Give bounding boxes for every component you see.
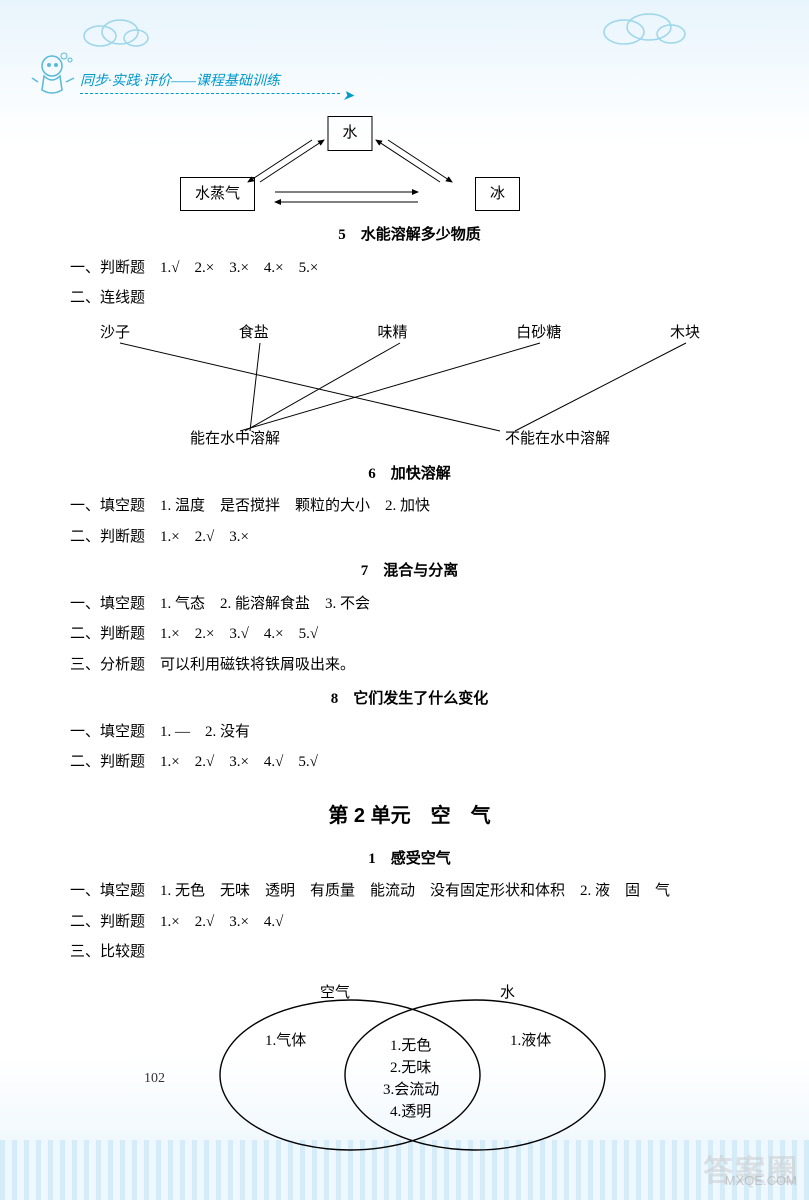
answer-line: 一、填空题 1. 气态 2. 能溶解食盐 3. 不会 <box>70 590 749 619</box>
diagram-node-ice: 冰 <box>475 177 520 212</box>
matching-diagram: 沙子 食盐 味精 白砂糖 木块 能在水中溶解 不能在水中溶解 <box>70 319 749 454</box>
venn-mid-item: 4.透明 <box>390 1103 431 1120</box>
main-content: 水 水蒸气 冰 5 水能溶解多少物质 一、判断题 1.√ 2.× 3.× 4.×… <box>70 110 749 1170</box>
cloud-decoration <box>80 18 150 48</box>
answer-line: 二、判断题 1.× 2.√ 3.× 4.√ 5.√ <box>70 748 749 777</box>
answer-line: 二、判断题 1.× 2.√ 3.× <box>70 523 749 552</box>
section-5-title: 5 水能溶解多少物质 <box>70 221 749 250</box>
answer-line: 一、填空题 1. 温度 是否搅拌 颗粒的大小 2. 加快 <box>70 492 749 521</box>
answer-line: 二、判断题 1.× 2.× 3.√ 4.× 5.√ <box>70 620 749 649</box>
matching-category: 不能在水中溶解 <box>505 425 610 454</box>
answer-line: 三、比较题 <box>70 938 749 967</box>
section-2-1-title: 1 感受空气 <box>70 845 749 874</box>
section-7-title: 7 混合与分离 <box>70 557 749 586</box>
venn-mid-item: 2.无味 <box>390 1059 431 1076</box>
venn-mid-item: 1.无色 <box>390 1037 431 1054</box>
page-header: 同步·实践·评价——课程基础训练 ➤ <box>80 70 340 94</box>
venn-diagram: 空气 水 1.气体 1.液体 1.无色 2.无味 3.会流动 4.透明 <box>70 975 749 1171</box>
answer-line: 一、填空题 1. — 2. 没有 <box>70 718 749 747</box>
cloud-decoration <box>599 12 689 46</box>
section-6-title: 6 加快溶解 <box>70 460 749 489</box>
header-underline: ➤ <box>80 93 340 94</box>
page-number: 102 <box>144 1066 165 1093</box>
venn-right-item: 1.液体 <box>510 1032 551 1049</box>
venn-left-label: 空气 <box>320 984 350 1001</box>
water-state-diagram: 水 水蒸气 冰 <box>180 116 520 211</box>
venn-mid-item: 3.会流动 <box>383 1081 439 1098</box>
unit-2-title: 第 2 单元 空 气 <box>70 797 749 835</box>
mascot-icon <box>30 50 80 105</box>
answer-line: 二、判断题 1.× 2.√ 3.× 4.√ <box>70 908 749 937</box>
answer-line: 一、填空题 1. 无色 无味 透明 有质量 能流动 没有固定形状和体积 2. 液… <box>70 877 749 906</box>
answer-line: 三、分析题 可以利用磁铁将铁屑吸出来。 <box>70 651 749 680</box>
section-8-title: 8 它们发生了什么变化 <box>70 685 749 714</box>
watermark-url: MXQE.COM <box>725 1173 797 1188</box>
matching-bottom-row: 能在水中溶解 不能在水中溶解 <box>190 425 610 454</box>
diagram-node-water: 水 <box>327 116 372 151</box>
venn-right-label: 水 <box>500 984 515 1001</box>
answer-line: 二、连线题 <box>70 284 749 313</box>
matching-category: 能在水中溶解 <box>190 425 280 454</box>
answer-line: 一、判断题 1.√ 2.× 3.× 4.× 5.× <box>70 254 749 283</box>
venn-left-item: 1.气体 <box>265 1032 306 1049</box>
diagram-node-vapor: 水蒸气 <box>180 177 255 212</box>
header-title: 同步·实践·评价——课程基础训练 <box>80 74 280 89</box>
arrow-icon: ➤ <box>342 88 354 105</box>
